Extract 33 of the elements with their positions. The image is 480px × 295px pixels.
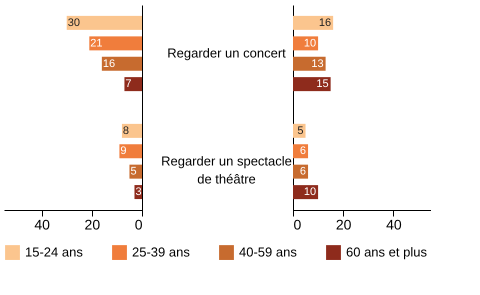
bar (66, 16, 142, 30)
x-tick-label: 40 (386, 216, 402, 232)
x-tick-label: 20 (84, 216, 100, 232)
data-label: 5 (297, 124, 304, 137)
data-label: 16 (318, 16, 332, 29)
legend-label: 60 ans et plus (346, 244, 428, 260)
x-tick-label: 0 (134, 216, 143, 232)
legend-label: 25-39 ans (132, 244, 190, 260)
legend-label: 40-59 ans (239, 244, 298, 260)
data-label: 10 (304, 37, 316, 50)
data-label: 13 (311, 58, 324, 70)
bar (124, 77, 142, 92)
bar (119, 144, 142, 158)
x-tick-label: 20 (336, 216, 352, 232)
data-label: 9 (120, 145, 127, 158)
y-tick-label: Regarder un concert (167, 46, 286, 61)
data-label: 30 (68, 16, 80, 29)
data-label: 16 (102, 58, 116, 70)
data-label: 10 (304, 186, 316, 198)
data-label: 6 (300, 145, 306, 158)
data-label: 21 (90, 37, 103, 50)
data-label: 6 (300, 166, 306, 178)
bar (89, 36, 142, 50)
bar (102, 56, 142, 71)
data-label: 8 (122, 124, 130, 137)
data-label: 7 (125, 78, 132, 90)
x-tick-label: 0 (294, 216, 302, 232)
legend-label: 15-24 ans (25, 244, 84, 260)
y-tick-label: Regarder un spectacle de théâtre (161, 153, 292, 186)
data-label: 3 (135, 186, 142, 198)
x-tick-label: 40 (34, 216, 50, 232)
data-label: 5 (130, 166, 137, 178)
data-label: 15 (316, 78, 329, 90)
